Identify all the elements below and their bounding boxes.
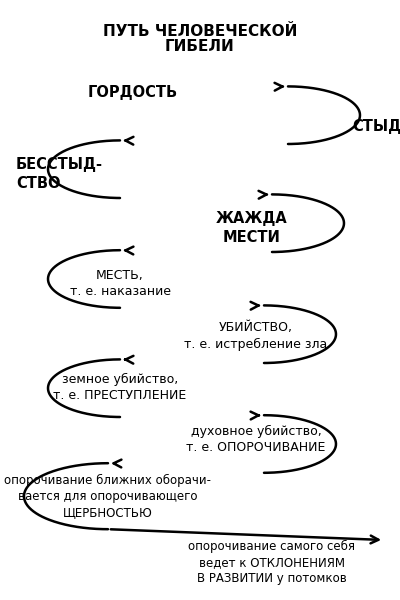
Text: ПУТЬ ЧЕЛОВЕЧЕСКОЙ: ПУТЬ ЧЕЛОВЕЧЕСКОЙ	[103, 24, 297, 39]
Text: духовное убийство,
т. е. ОПОРОЧИВАНИЕ: духовное убийство, т. е. ОПОРОЧИВАНИЕ	[186, 425, 326, 454]
Text: БЕССТЫД-
СТВО: БЕССТЫД- СТВО	[16, 157, 103, 191]
Text: ЖАЖДА
МЕСТИ: ЖАЖДА МЕСТИ	[216, 211, 288, 245]
Text: земное убийство,
т. е. ПРЕСТУПЛЕНИЕ: земное убийство, т. е. ПРЕСТУПЛЕНИЕ	[53, 373, 187, 401]
Text: УБИЙСТВО,
т. е. истребление зла: УБИЙСТВО, т. е. истребление зла	[184, 322, 328, 350]
Text: опорочивание ближних оборачи-
вается для опорочивающего
ЩЕРБНОСТЬЮ: опорочивание ближних оборачи- вается для…	[4, 473, 212, 519]
Text: МЕСТЬ,
т. е. наказание: МЕСТЬ, т. е. наказание	[70, 269, 170, 298]
Text: опорочивание самого себя
ведет к ОТКЛОНЕНИЯМ
В РАЗВИТИИ у потомков: опорочивание самого себя ведет к ОТКЛОНЕ…	[188, 539, 356, 585]
Text: СТЫД: СТЫД	[352, 118, 400, 133]
Text: ГОРДОСТЬ: ГОРДОСТЬ	[88, 85, 178, 100]
Text: ГИБЕЛИ: ГИБЕЛИ	[165, 39, 235, 54]
